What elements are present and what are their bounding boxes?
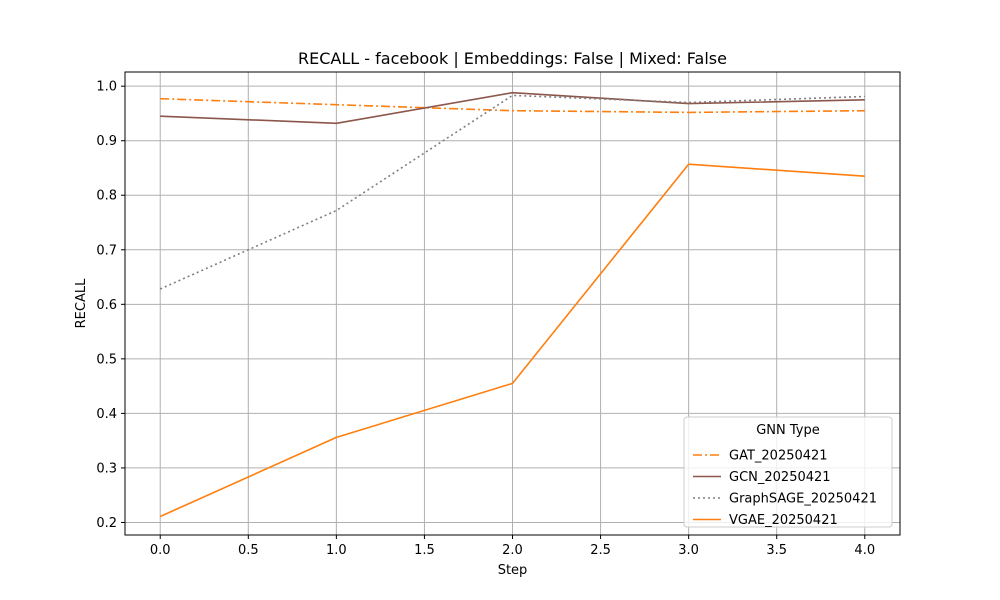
legend-label-gcn-20250421: GCN_20250421 (729, 470, 831, 485)
series-line-vgae-20250421 (159, 163, 865, 518)
y-tick-label: 0.9 (96, 134, 117, 149)
y-axis-label: RECALL (74, 278, 89, 328)
x-tick-label: 1.5 (414, 543, 435, 558)
y-tick-label: 0.5 (96, 352, 117, 367)
x-tick-label: 3.0 (678, 543, 699, 558)
y-tick-label: 0.7 (96, 243, 117, 258)
legend-label-gat-20250421: GAT_20250421 (729, 449, 828, 464)
x-tick-label: 2.5 (590, 543, 611, 558)
y-tick-label: 0.3 (96, 461, 117, 476)
x-tick-label: 0.5 (238, 543, 259, 558)
x-axis-label: Step (498, 563, 528, 578)
series-line-gcn-20250421 (160, 91, 865, 125)
legend-title: GNN Type (756, 423, 820, 438)
y-tick-label: 0.8 (96, 189, 117, 204)
grid (125, 72, 900, 535)
series-lines (159, 91, 865, 518)
x-tick-label: 0.0 (150, 543, 171, 558)
y-tick-label: 0.6 (96, 298, 117, 313)
legend-box (683, 416, 893, 528)
legend: GNN Type GAT_20250421 GCN_20250421 GraphSAG… (683, 416, 893, 528)
legend-label-graphsage-20250421: GraphSAGE_20250421 (729, 492, 877, 507)
series-line-gat-20250421 (160, 97, 865, 114)
chart-title: RECALL - facebook | Embeddings: False | … (298, 49, 727, 68)
y-tick-label: 0.2 (96, 516, 117, 531)
y-tick-label: 0.4 (96, 407, 117, 422)
axis-ticks: 0.0 0.5 1.0 1.5 2.0 2.5 3.0 3.5 4.0 0.2 0.3 0.4 0.5 0… (96, 80, 875, 558)
y-tick-label: 1.0 (96, 80, 117, 95)
legend-label-vgae-20250421: VGAE_20250421 (729, 513, 838, 528)
x-tick-label: 4.0 (854, 543, 875, 558)
x-tick-label: 1.0 (326, 543, 347, 558)
x-tick-label: 3.5 (766, 543, 787, 558)
x-tick-label: 2.0 (502, 543, 523, 558)
